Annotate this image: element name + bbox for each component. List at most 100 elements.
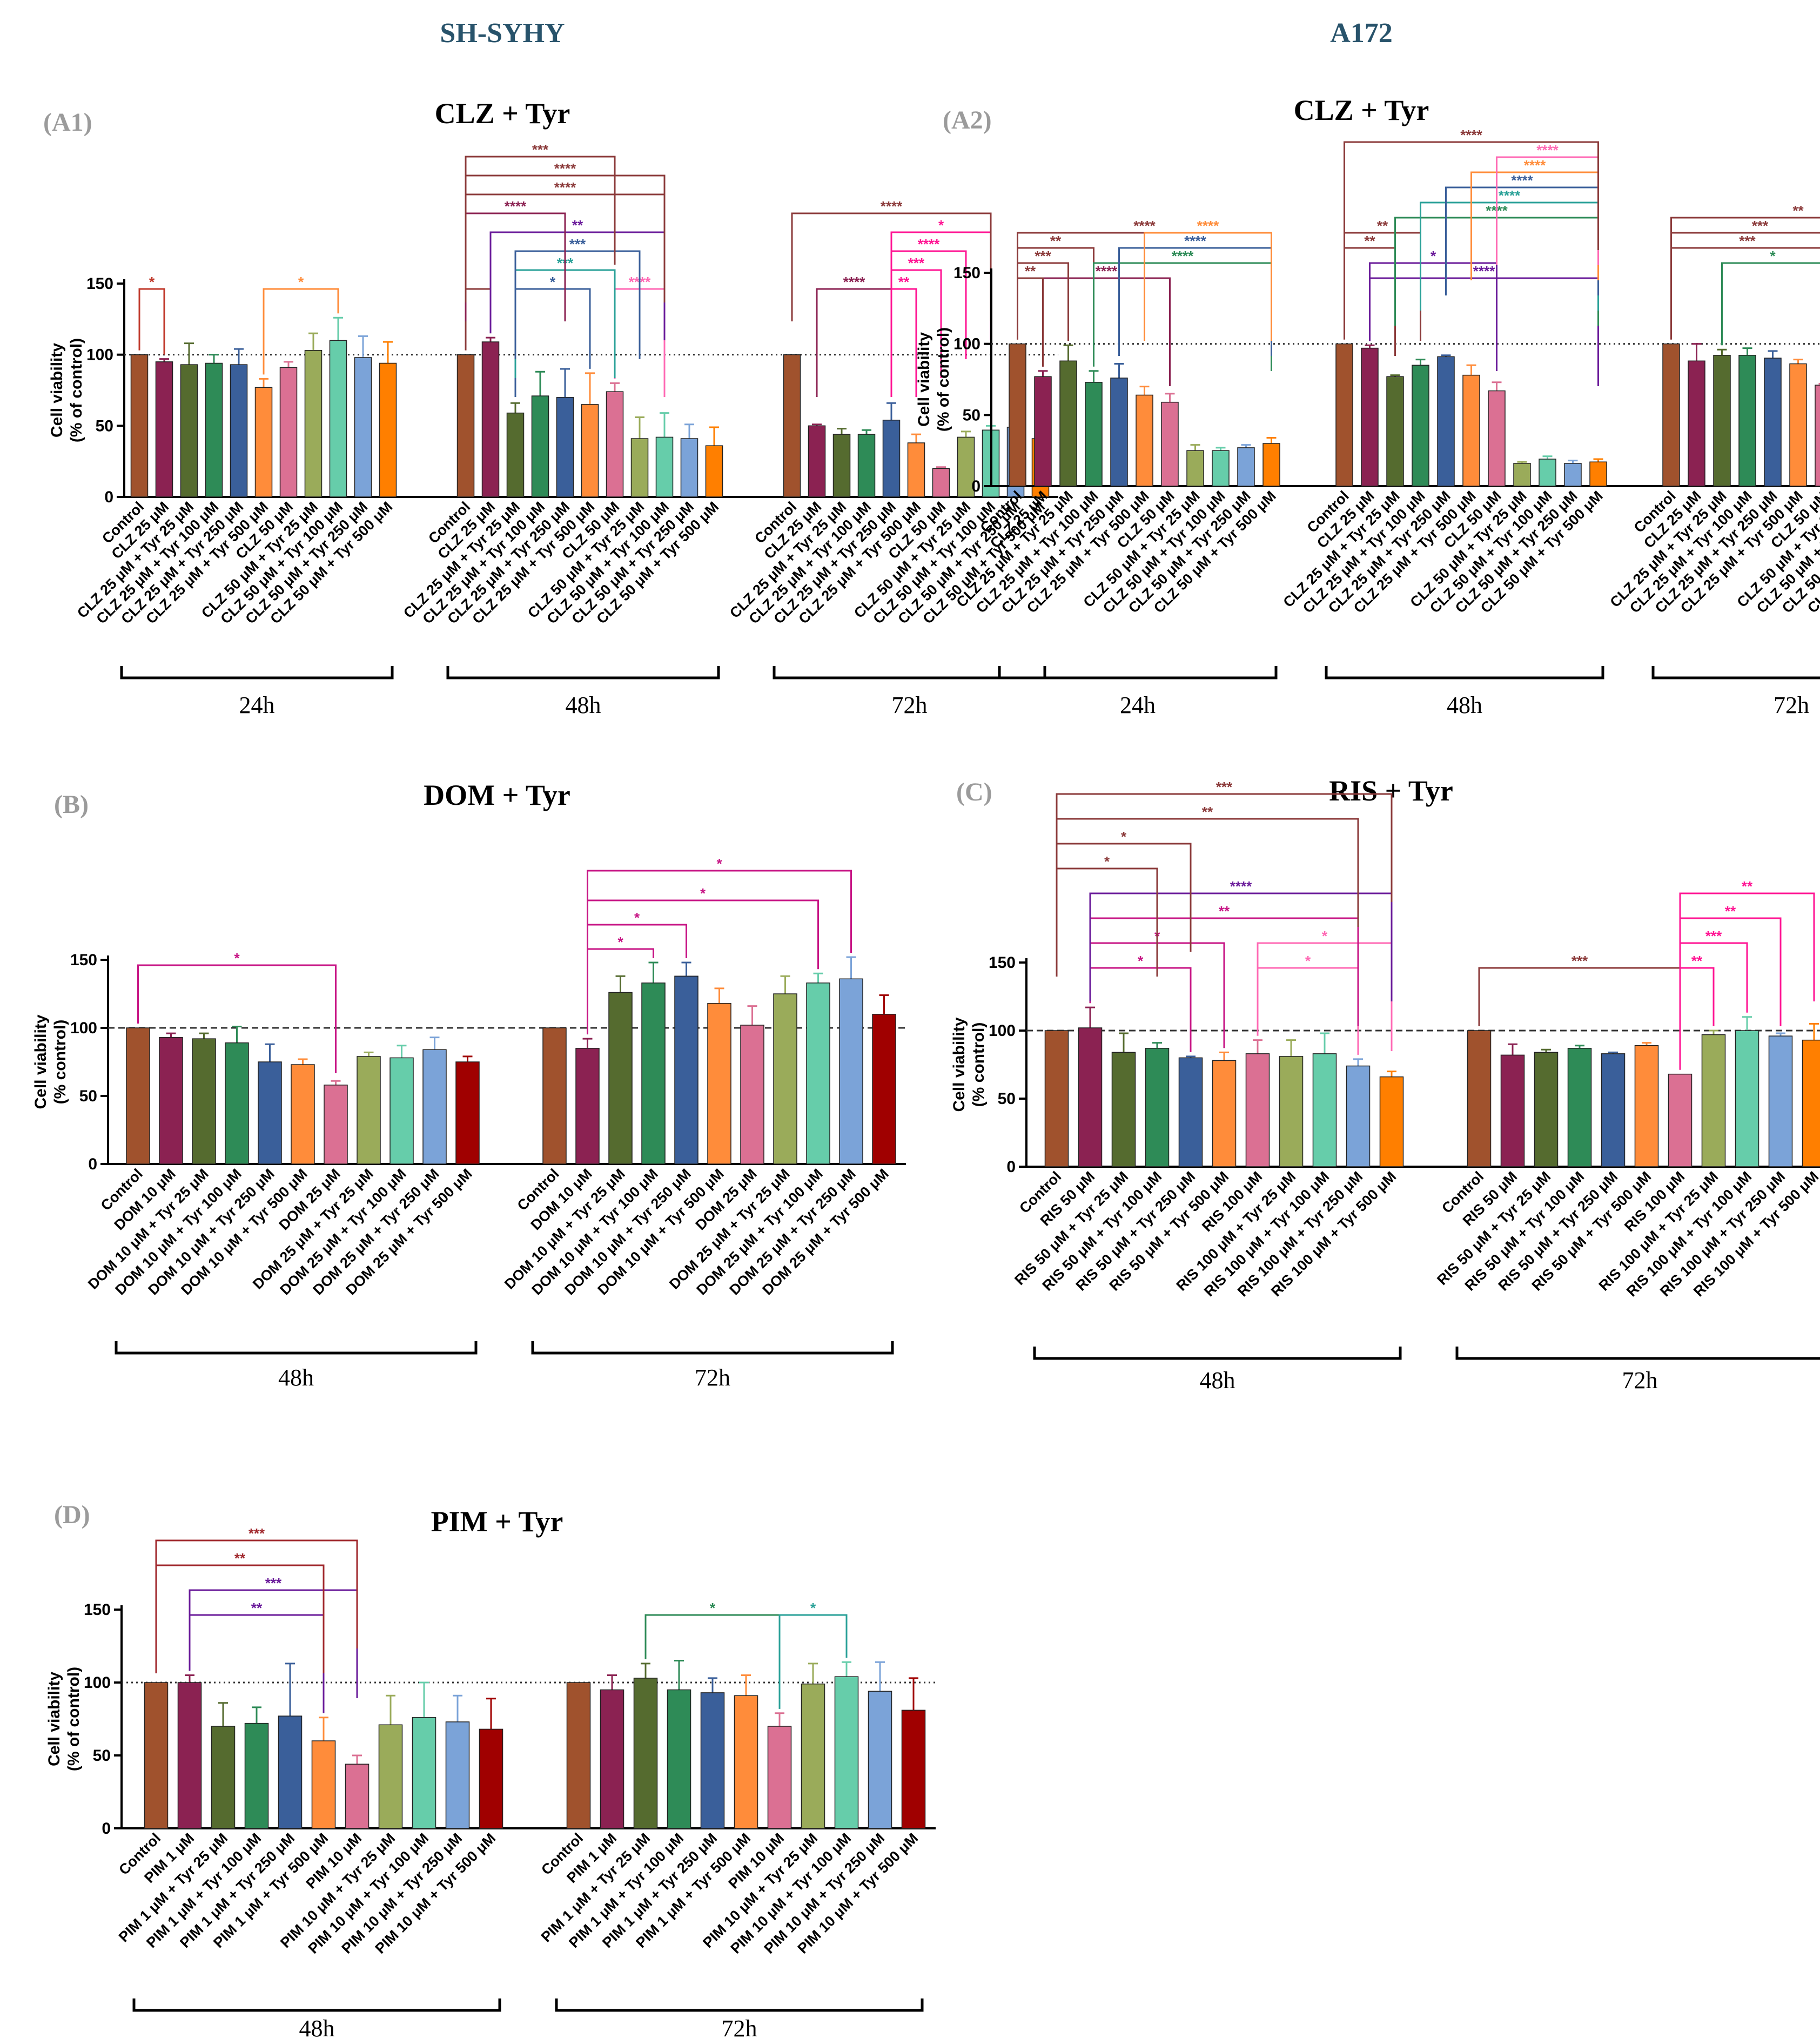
panel-label: (C) — [956, 778, 992, 806]
bar — [1467, 1030, 1492, 1167]
y-tick-label: 150 — [953, 264, 980, 282]
bar — [767, 1726, 792, 1829]
significance-bracket — [587, 870, 852, 979]
group-bracket — [446, 666, 720, 679]
bar — [1361, 347, 1379, 487]
bar — [1245, 1053, 1270, 1167]
y-tick-label: 0 — [88, 1155, 97, 1173]
bar — [531, 395, 549, 497]
bar — [1059, 360, 1077, 487]
significance-stars: * — [1104, 853, 1110, 870]
bar — [192, 1038, 216, 1165]
group-bracket — [531, 1341, 894, 1355]
significance-stars: ** — [251, 1600, 263, 1616]
y-tick-label: 100 — [86, 346, 113, 364]
bar — [1212, 1060, 1237, 1167]
bar — [1237, 447, 1255, 487]
group-label: 48h — [566, 692, 601, 718]
significance-stars: **** — [918, 236, 940, 252]
y-tick-label: 0 — [971, 477, 980, 495]
bar — [304, 350, 323, 497]
bar — [901, 1710, 926, 1829]
bar — [126, 1027, 150, 1165]
y-axis-title-line1: Cell viability — [48, 343, 66, 438]
significance-bracket — [465, 156, 616, 265]
group-bracket — [555, 1998, 924, 2012]
bar — [839, 978, 863, 1165]
bar — [705, 445, 723, 497]
bar — [379, 362, 397, 497]
bar — [258, 1061, 282, 1165]
bar — [932, 468, 950, 497]
significance-stars: * — [716, 856, 722, 872]
significance-stars: *** — [908, 255, 925, 271]
bar — [354, 357, 372, 497]
group-bracket — [115, 1341, 478, 1355]
bar — [1346, 1065, 1371, 1167]
bar — [180, 364, 198, 497]
bar — [882, 420, 901, 497]
bar — [808, 425, 826, 497]
significance-stars: ** — [1364, 233, 1375, 249]
bar — [1662, 343, 1680, 487]
bar — [1534, 1052, 1559, 1167]
bar — [1735, 1030, 1759, 1167]
significance-stars: **** — [1473, 263, 1495, 279]
bar — [600, 1689, 624, 1829]
bar — [1262, 443, 1280, 487]
bar — [1634, 1045, 1659, 1167]
significance-bracket — [138, 288, 165, 355]
significance-stars: **** — [843, 274, 865, 290]
y-tick-label: 150 — [989, 954, 1016, 972]
bar — [608, 992, 633, 1165]
bar — [907, 442, 925, 497]
bar — [144, 1682, 169, 1829]
significance-stars: * — [550, 274, 556, 290]
significance-stars: ** — [1742, 878, 1753, 894]
significance-stars: *** — [1571, 953, 1588, 969]
bar — [422, 1049, 447, 1165]
bar — [1034, 376, 1052, 487]
bar — [1488, 390, 1506, 487]
bar — [291, 1064, 315, 1165]
y-tick-label: 150 — [70, 951, 97, 969]
bar — [868, 1691, 892, 1829]
significance-stars: *** — [569, 236, 586, 252]
bar — [1713, 354, 1731, 487]
bar — [1539, 459, 1556, 487]
significance-bracket — [1344, 141, 1599, 250]
bar — [1601, 1053, 1626, 1167]
significance-bracket — [1056, 793, 1393, 902]
significance-bracket — [1670, 217, 1820, 326]
cell-line-title-right: A172 — [1330, 18, 1393, 49]
group-label: 24h — [1120, 692, 1156, 718]
group-bracket — [773, 666, 1046, 679]
bar — [254, 387, 273, 497]
y-axis-title-line1: Cell viability — [45, 1672, 63, 1766]
bar — [674, 975, 699, 1165]
bar — [566, 1682, 591, 1829]
significance-stars: **** — [1184, 233, 1206, 249]
bar — [1136, 394, 1153, 487]
y-axis-title-line1: Cell viability — [915, 332, 933, 427]
bar — [278, 1715, 303, 1829]
panel-label: (D) — [54, 1500, 90, 1529]
group-bracket — [1455, 1347, 1820, 1360]
bar — [159, 1037, 183, 1165]
y-tick-label: 0 — [104, 488, 113, 506]
bar — [700, 1692, 725, 1829]
significance-stars: **** — [1230, 878, 1252, 894]
significance-stars: ** — [572, 217, 583, 233]
bar — [542, 1027, 567, 1165]
significance-stars: * — [149, 274, 155, 290]
bar — [1789, 363, 1807, 487]
bar — [324, 1085, 348, 1165]
bar — [155, 361, 173, 497]
bar — [1802, 1039, 1820, 1167]
y-tick-label: 150 — [86, 275, 113, 293]
y-tick-label: 0 — [1006, 1158, 1016, 1176]
bar — [1085, 382, 1103, 487]
significance-bracket — [137, 964, 337, 1073]
panel-label: (B) — [54, 790, 89, 819]
